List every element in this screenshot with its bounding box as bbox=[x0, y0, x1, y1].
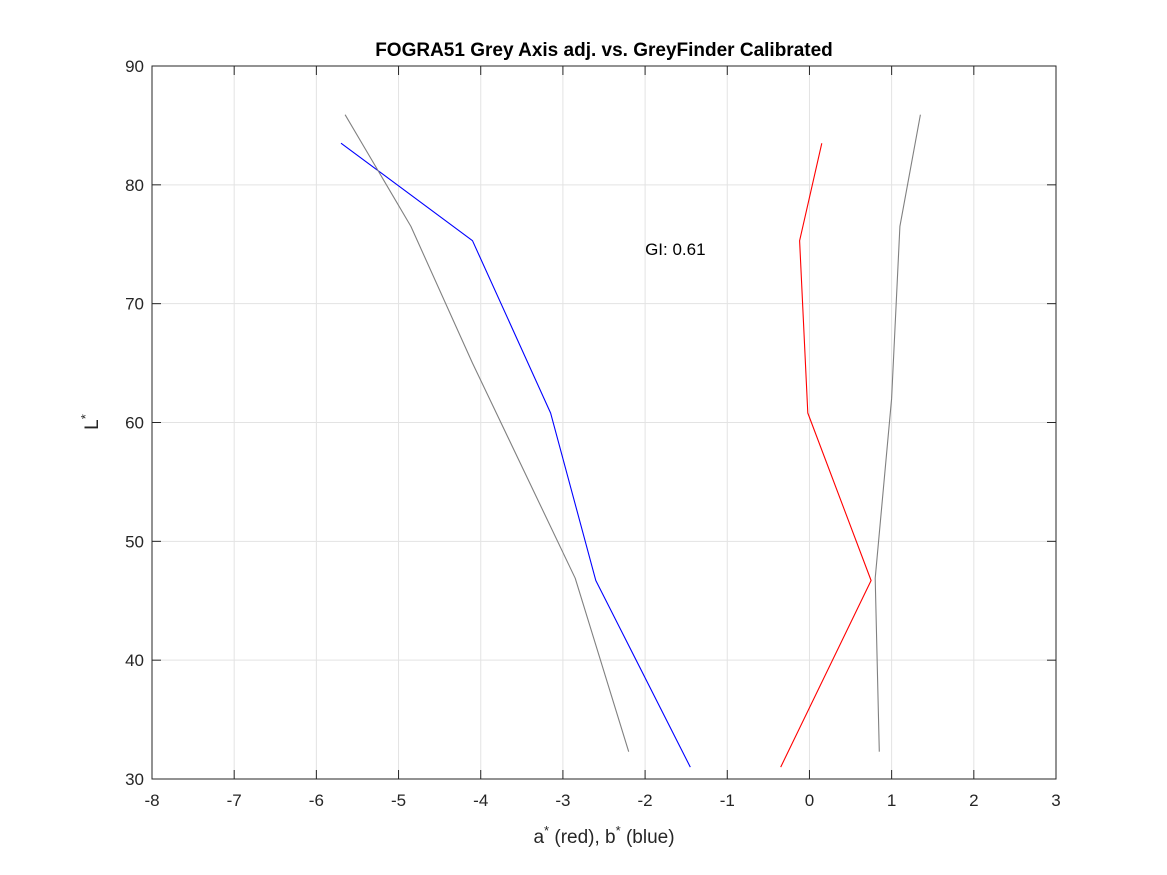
x-tick-label: -1 bbox=[720, 791, 735, 810]
series-line-0 bbox=[340, 142, 691, 768]
x-tick-label: -3 bbox=[555, 791, 570, 810]
y-tick-label: 90 bbox=[125, 57, 144, 76]
series-line-1 bbox=[780, 143, 872, 768]
x-tick-label: -8 bbox=[144, 791, 159, 810]
x-axis-label: a* (red), b* (blue) bbox=[533, 823, 674, 848]
ticks: -8 -7 -6 -5 -4 -3 -2 -1 0 1 2 3 30 40 50 60 70 80 90 bbox=[125, 57, 1061, 810]
series-line-2 bbox=[344, 114, 630, 752]
x-tick-label: 1 bbox=[887, 791, 896, 810]
y-tick-label: 40 bbox=[125, 651, 144, 670]
x-tick-label: -7 bbox=[227, 791, 242, 810]
y-tick-label: 30 bbox=[125, 770, 144, 789]
chart-title: FOGRA51 Grey Axis adj. vs. GreyFinder Ca… bbox=[375, 40, 833, 61]
x-tick-label: 2 bbox=[969, 791, 978, 810]
y-axis-label: L* bbox=[78, 414, 103, 430]
x-tick-label: -6 bbox=[309, 791, 324, 810]
x-tick-label: -4 bbox=[473, 791, 488, 810]
gi-annotation: GI: 0.61 bbox=[645, 240, 705, 259]
x-tick-label: 0 bbox=[805, 791, 814, 810]
y-tick-label: 80 bbox=[125, 176, 144, 195]
series-layer bbox=[340, 114, 921, 768]
y-tick-label: 60 bbox=[125, 414, 144, 433]
x-tick-label: -5 bbox=[391, 791, 406, 810]
y-tick-label: 70 bbox=[125, 295, 144, 314]
x-tick-label: 3 bbox=[1051, 791, 1060, 810]
x-tick-label: -2 bbox=[638, 791, 653, 810]
y-tick-label: 50 bbox=[125, 532, 144, 551]
series-line-3 bbox=[874, 114, 921, 752]
